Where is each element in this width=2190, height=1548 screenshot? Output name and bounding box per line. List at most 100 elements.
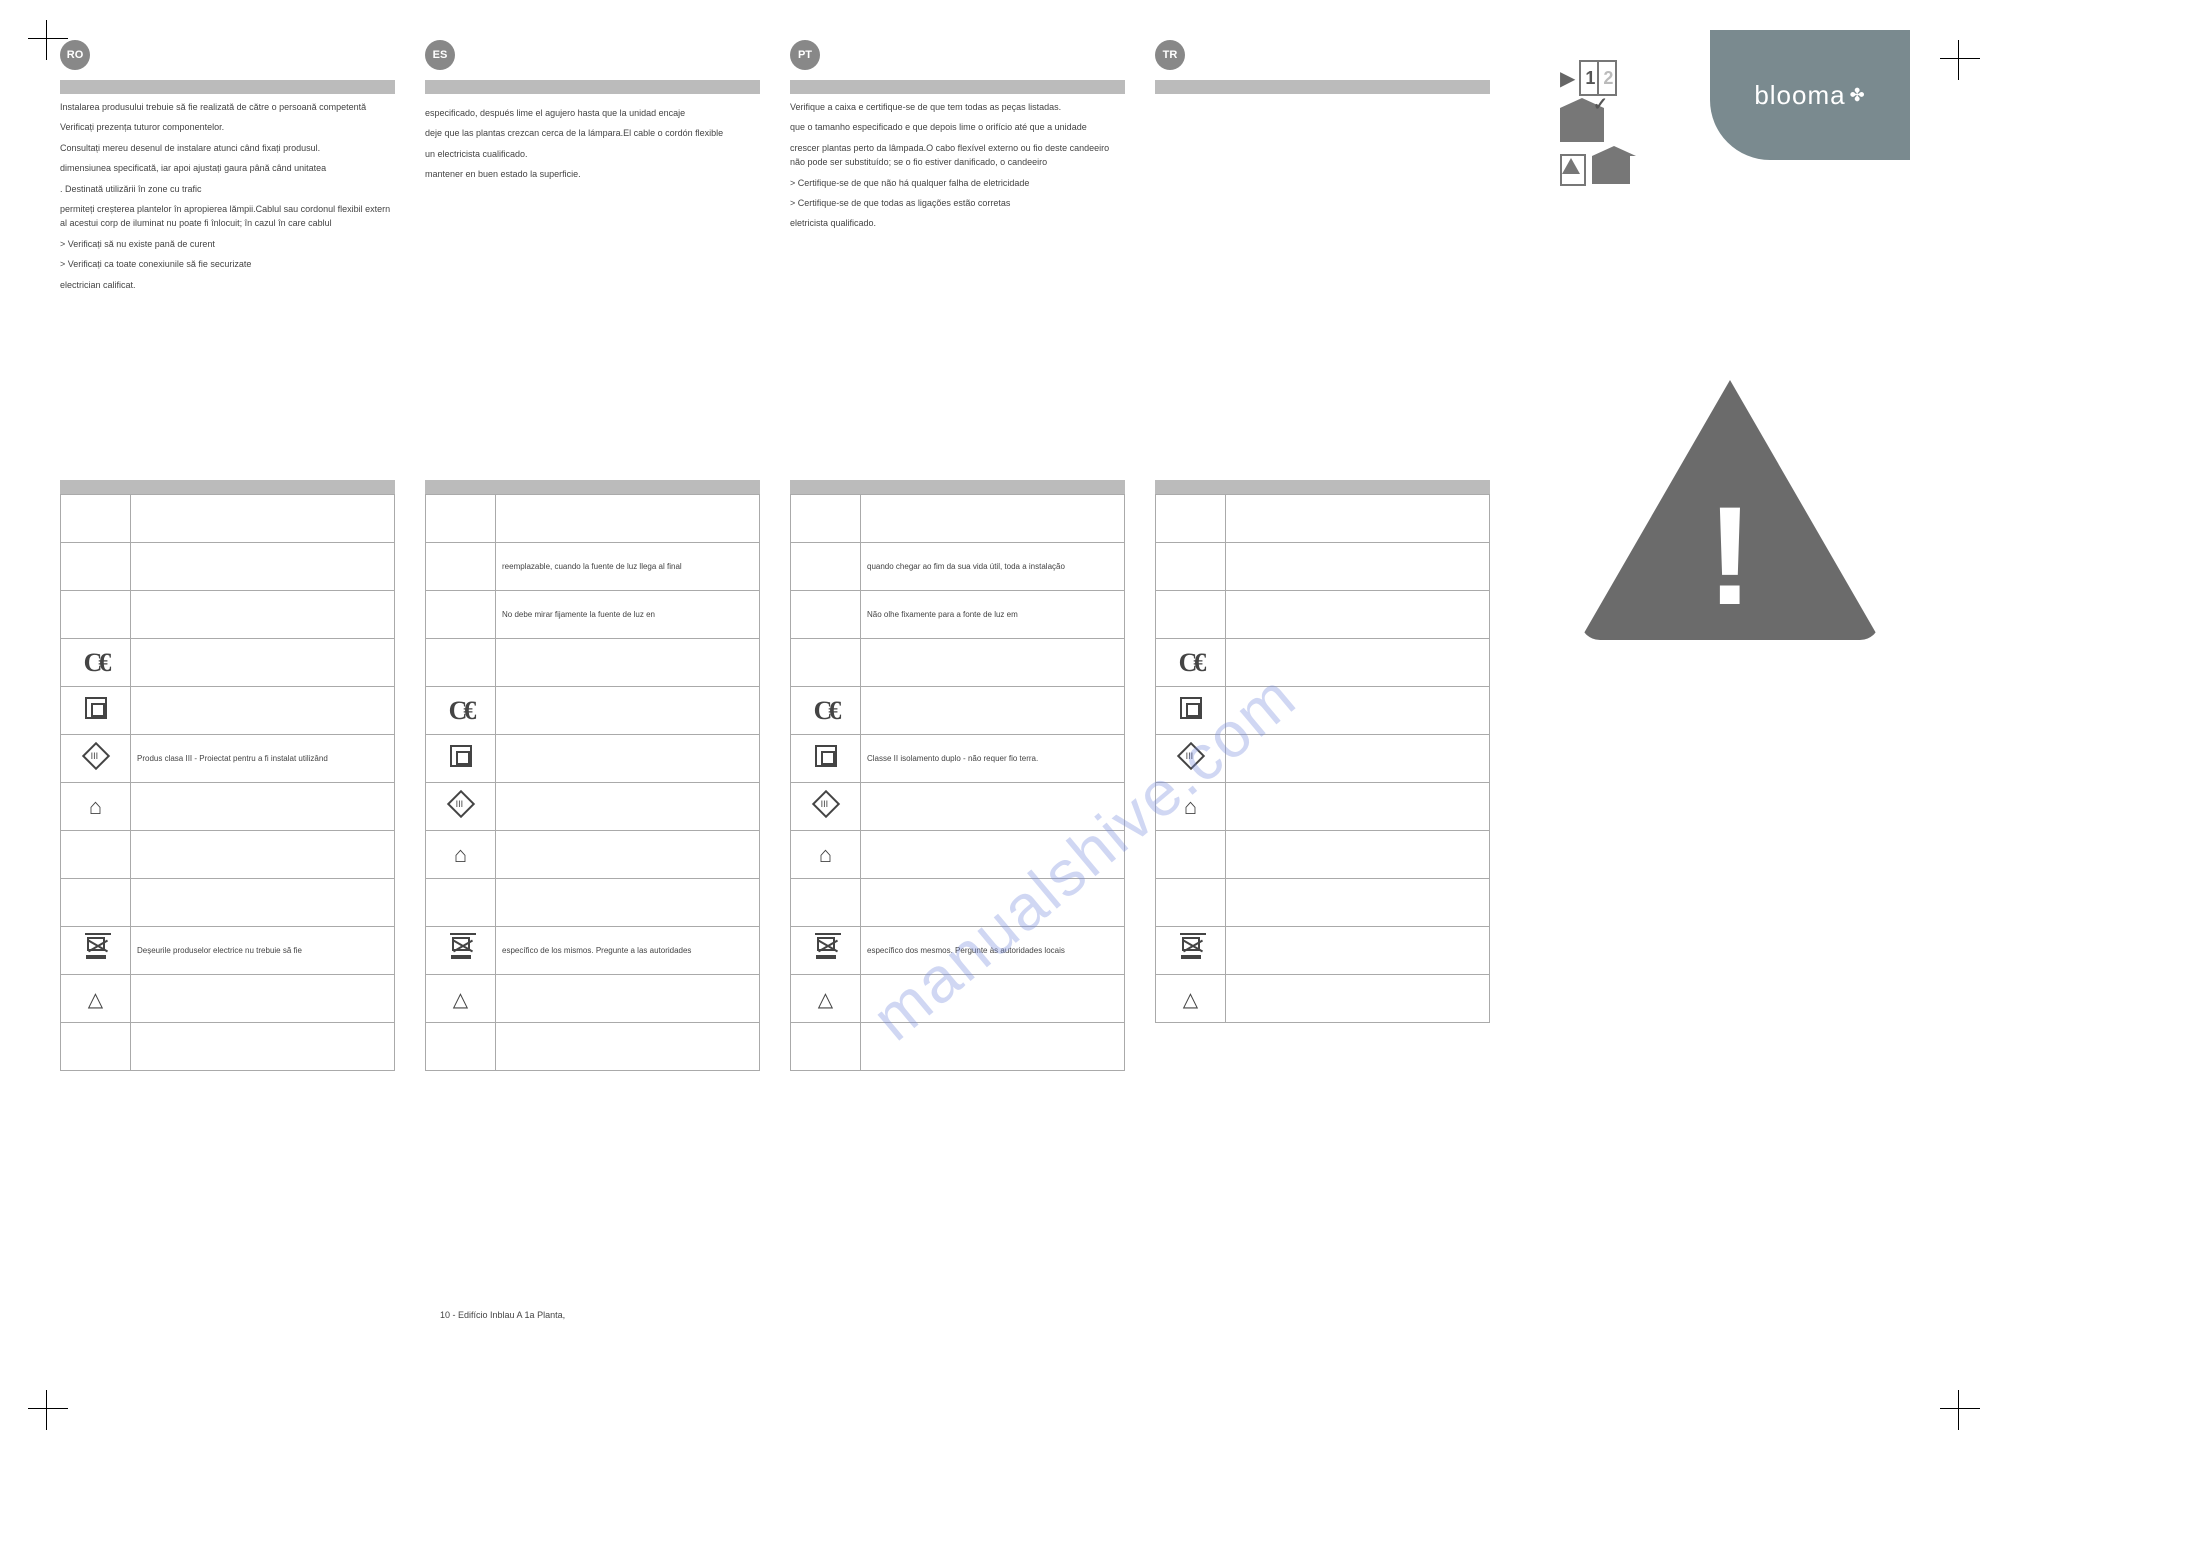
table-row: [61, 687, 395, 735]
class2-icon: [61, 687, 131, 735]
table-row: [426, 495, 760, 543]
symbol-description: Não olhe fixamente para a fonte de luz e…: [861, 591, 1125, 639]
class2-icon: [1156, 687, 1226, 735]
symbol-description: reemplazable, cuando la fuente de luz ll…: [496, 543, 760, 591]
table-row: C€: [791, 687, 1125, 735]
paragraph: Verificați prezența tuturor componentelo…: [60, 120, 395, 134]
ce-icon: C€: [1156, 639, 1226, 687]
table-row: ⌂: [61, 783, 395, 831]
brand-flower-icon: ✤: [1850, 85, 1866, 106]
paragraph: que o tamanho especificado e que depois …: [790, 120, 1125, 134]
table-row: [1156, 735, 1490, 783]
house-icon: ⌂: [426, 831, 496, 879]
lang-badge: TR: [1155, 40, 1185, 70]
table-row: [61, 831, 395, 879]
table-row: [61, 591, 395, 639]
page-columns: ROInstalarea produsului trebuie să fie r…: [60, 40, 1490, 1071]
table-row: Produs clasa III - Proiectat pentru a fi…: [61, 735, 395, 783]
table-row: [791, 639, 1125, 687]
table-row: [791, 495, 1125, 543]
paragraph: especificado, después lime el agujero ha…: [425, 106, 760, 120]
symbol-description: [496, 495, 760, 543]
footer-address: 10 - Edifício Inblau A 1a Planta,: [440, 1310, 565, 1320]
weee-icon: [791, 927, 861, 975]
symbol-table: C€ ⌂ △: [1155, 494, 1490, 1023]
big-warning-icon: !: [1580, 380, 1880, 640]
table-header-bar: [60, 480, 395, 494]
table-row: No debe mirar fijamente la fuente de luz…: [426, 591, 760, 639]
paragraph: > Certifique-se de que não há qualquer f…: [790, 176, 1125, 190]
symbol-description: [1226, 975, 1490, 1023]
table-header-bar: [1155, 480, 1490, 494]
crop-mark: [28, 20, 68, 60]
empty-icon-cell: [61, 1023, 131, 1071]
empty-icon-cell: [1156, 495, 1226, 543]
table-row: Não olhe fixamente para a fonte de luz e…: [791, 591, 1125, 639]
table-row: [1156, 831, 1490, 879]
table-row: △: [1156, 975, 1490, 1023]
paragraph: mantener en buen estado la superficie.: [425, 167, 760, 181]
symbol-description: Produs clasa III - Proiectat pentru a fi…: [131, 735, 395, 783]
instruction-text: Instalarea produsului trebuie să fie rea…: [60, 100, 395, 480]
column-pt: PTVerifique a caixa e certifique-se de q…: [790, 40, 1125, 1071]
symbol-description: específico de los mismos. Pregunte a las…: [496, 927, 760, 975]
instruction-text: Verifique a caixa e certifique-se de que…: [790, 100, 1125, 480]
symbol-description: [496, 975, 760, 1023]
recycle-icon: △: [426, 975, 496, 1023]
symbol-description: [1226, 687, 1490, 735]
symbol-description: [131, 495, 395, 543]
symbol-description: [1226, 831, 1490, 879]
empty-icon-cell: [791, 543, 861, 591]
class3-icon: [61, 735, 131, 783]
empty-icon-cell: [426, 591, 496, 639]
symbol-description: [131, 783, 395, 831]
symbol-table: C€Produs clasa III - Proiectat pentru a …: [60, 494, 395, 1071]
paragraph: permiteți creșterea plantelor în apropie…: [60, 202, 395, 231]
table-row: [426, 1023, 760, 1071]
table-row: [61, 879, 395, 927]
empty-icon-cell: [61, 495, 131, 543]
symbol-description: [131, 879, 395, 927]
section-bar: [60, 80, 395, 94]
crop-mark: [1940, 40, 1980, 80]
symbol-description: [131, 687, 395, 735]
table-row: específico de los mismos. Pregunte a las…: [426, 927, 760, 975]
symbol-description: [131, 831, 395, 879]
section-bar: [1155, 80, 1490, 94]
table-row: C€: [61, 639, 395, 687]
table-row: [61, 495, 395, 543]
symbol-description: [861, 879, 1125, 927]
table-row: [426, 783, 760, 831]
table-row: C€: [1156, 639, 1490, 687]
symbol-description: Classe II isolamento duplo - não requer …: [861, 735, 1125, 783]
symbol-description: [496, 1023, 760, 1071]
symbol-description: [1226, 543, 1490, 591]
paragraph: electrician calificat.: [60, 278, 395, 292]
house-icon: ⌂: [791, 831, 861, 879]
class3-icon: [426, 783, 496, 831]
empty-icon-cell: [791, 879, 861, 927]
house-icon: ⌂: [1156, 783, 1226, 831]
ce-icon: C€: [61, 639, 131, 687]
brand-text: blooma: [1754, 80, 1845, 111]
empty-icon-cell: [426, 1023, 496, 1071]
instruction-text: especificado, después lime el agujero ha…: [425, 100, 760, 480]
empty-icon-cell: [61, 543, 131, 591]
ce-icon: C€: [791, 687, 861, 735]
empty-icon-cell: [61, 831, 131, 879]
symbol-description: Deșeurile produselor electrice nu trebui…: [131, 927, 395, 975]
recycle-icon: △: [61, 975, 131, 1023]
recycle-icon: △: [1156, 975, 1226, 1023]
table-row: quando chegar ao fim da sua vida útil, t…: [791, 543, 1125, 591]
symbol-description: específico dos mesmos. Pergunte às autor…: [861, 927, 1125, 975]
symbol-description: [1226, 927, 1490, 975]
table-row: ⌂: [426, 831, 760, 879]
symbol-description: [496, 783, 760, 831]
table-row: [426, 735, 760, 783]
section-bar: [425, 80, 760, 94]
paragraph: Consultați mereu desenul de instalare at…: [60, 141, 395, 155]
weee-icon: [426, 927, 496, 975]
lang-badge: ES: [425, 40, 455, 70]
symbol-description: [131, 543, 395, 591]
paragraph: un electricista cualificado.: [425, 147, 760, 161]
